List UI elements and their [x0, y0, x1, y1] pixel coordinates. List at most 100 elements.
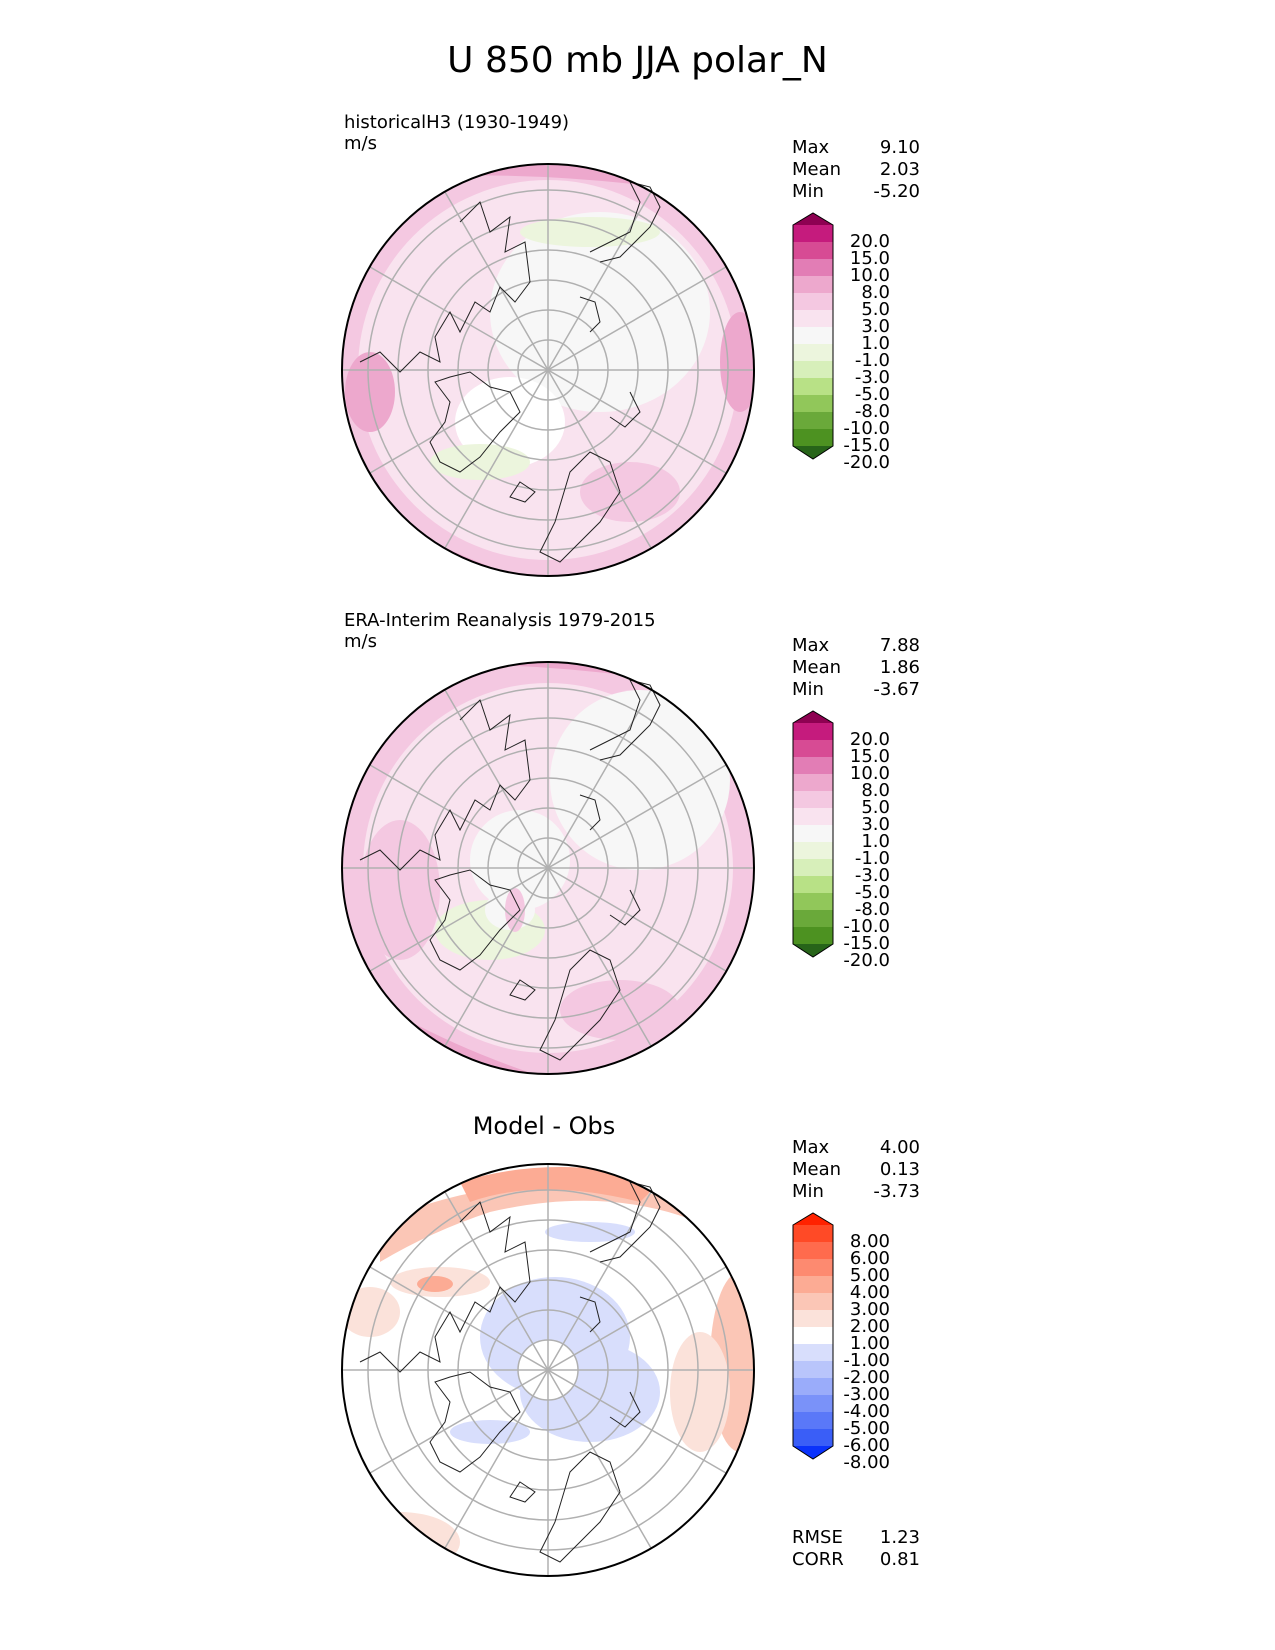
- panel-difference: Model - Obs: [340, 1112, 940, 1582]
- colorbar-tick-label: 15.0: [849, 746, 890, 767]
- colorbar-extend-max: [793, 1213, 833, 1225]
- colorbar-tick-label: 20.0: [849, 231, 890, 252]
- colorbar-tick-label: -2.00: [843, 1367, 890, 1388]
- colorbar-swatch: [793, 361, 833, 379]
- colorbar-extend-min: [793, 446, 833, 459]
- colorbar-extend-min: [793, 1446, 833, 1459]
- colorbar-tick-label: 3.0: [861, 814, 890, 835]
- colorbar-swatch: [793, 242, 833, 260]
- metric-rmse: RMSE 1.23: [792, 1527, 920, 1548]
- colorbar-swatch: [793, 910, 833, 928]
- colorbar-tick-label: -5.0: [854, 384, 890, 405]
- stat-min: Min -5.20: [792, 181, 920, 202]
- colorbar-tick-label: -4.00: [843, 1401, 890, 1422]
- figure-title: U 850 mb JJA polar_N: [447, 40, 828, 81]
- panel-label: ERA-Interim Reanalysis 1979-2015 m/s: [344, 610, 656, 652]
- colorbar-tick-label: -5.00: [843, 1418, 890, 1439]
- colorbar-tick-label: 3.0: [861, 316, 890, 337]
- colorbar-tick-label: 20.0: [849, 729, 890, 750]
- colorbar-tick-label: -20.0: [843, 452, 890, 473]
- colorbar: 8.00 6.00 5.00 4.00 3.00 2.00 1.00 -1.00 -2.00 -3…: [792, 1212, 952, 1517]
- colorbar-swatch: [793, 808, 833, 826]
- colorbar-tick-label: -8.0: [854, 401, 890, 422]
- colorbar-swatches: [792, 1212, 834, 1460]
- colorbar-tick-label: -20.0: [843, 950, 890, 971]
- colorbar-tick-label: 2.00: [849, 1316, 890, 1337]
- colorbar-swatch: [793, 1327, 833, 1345]
- colorbar-swatch: [793, 378, 833, 396]
- colorbar-tick-label: 1.0: [861, 831, 890, 852]
- colorbar-tick-label: -1.0: [854, 350, 890, 371]
- colorbar-swatch: [793, 1361, 833, 1379]
- colorbar-tick-label: 8.0: [861, 780, 890, 801]
- metrics-box: RMSE 1.23 CORR 0.81: [792, 1527, 920, 1571]
- colorbar-tick-label: -3.0: [854, 367, 890, 388]
- colorbar-swatch: [793, 1395, 833, 1413]
- colorbar-swatch: [793, 259, 833, 277]
- colorbar-swatch: [793, 1225, 833, 1243]
- colorbar-swatch: [793, 1344, 833, 1362]
- colorbar-tick-label: 8.0: [861, 282, 890, 303]
- colorbar-swatch: [793, 412, 833, 430]
- stats-box: Max 9.10 Mean 2.03 Min -5.20: [792, 137, 920, 203]
- colorbar-tick-label: -10.0: [843, 916, 890, 937]
- colorbar-swatch: [793, 774, 833, 792]
- colorbar-tick-label: 5.00: [849, 1265, 890, 1286]
- colorbar: 20.0 15.0 10.0 8.0 5.0 3.0 1.0 -1.0 -3.0 -5.0 -8.0…: [792, 710, 952, 1015]
- panel-center-title: Model - Obs: [472, 1112, 616, 1140]
- stats-box: Max 7.88 Mean 1.86 Min -3.67: [792, 635, 920, 701]
- colorbar-tick-label: 10.0: [849, 265, 890, 286]
- colorbar-extend-min: [793, 944, 833, 957]
- colorbar-tick-label: -15.0: [843, 933, 890, 954]
- colorbar-swatch: [793, 1259, 833, 1277]
- colorbar-swatch: [793, 859, 833, 877]
- colorbar-swatch: [793, 1429, 833, 1447]
- colorbar-swatch: [793, 1310, 833, 1328]
- colorbar-tick-label: 5.0: [861, 299, 890, 320]
- panel-label-line1: ERA-Interim Reanalysis 1979-2015: [344, 610, 656, 631]
- colorbar-swatches: [792, 212, 834, 460]
- colorbar-extend-max: [793, 213, 833, 225]
- stat-mean: Mean 0.13: [792, 1159, 920, 1180]
- colorbar-tick-label: -8.0: [854, 899, 890, 920]
- colorbar-swatch: [793, 225, 833, 243]
- stat-mean: Mean 1.86: [792, 657, 920, 678]
- colorbar-tick-label: 4.00: [849, 1282, 890, 1303]
- colorbar-swatch: [793, 927, 833, 945]
- colorbar-tick-label: 8.00: [849, 1231, 890, 1252]
- colorbar-outline: [792, 212, 834, 460]
- polar-map: [341, 1163, 755, 1577]
- colorbar-swatch: [793, 344, 833, 362]
- colorbar-swatch: [793, 395, 833, 413]
- metric-corr: CORR 0.81: [792, 1549, 920, 1570]
- colorbar-tick-label: -3.0: [854, 865, 890, 886]
- colorbar-swatch: [793, 310, 833, 328]
- colorbar-tick-label: -10.0: [843, 418, 890, 439]
- panel-label-line1: historicalH3 (1930-1949): [344, 112, 570, 133]
- colorbar-extend-max: [793, 711, 833, 723]
- colorbar-swatch: [793, 791, 833, 809]
- colorbar-outline: [792, 1212, 834, 1460]
- stat-max: Max 9.10: [792, 137, 920, 158]
- colorbar-swatch: [793, 723, 833, 741]
- colorbar-swatch: [793, 842, 833, 860]
- colorbar-swatches: [792, 710, 834, 958]
- colorbar-tick-label: 1.0: [861, 333, 890, 354]
- colorbar-tick-label: 15.0: [849, 248, 890, 269]
- colorbar-tick-label: -1.00: [843, 1350, 890, 1371]
- colorbar-swatch: [793, 327, 833, 345]
- colorbar-swatch: [793, 1242, 833, 1260]
- colorbar-swatch: [793, 757, 833, 775]
- colorbar-tick-label: -5.0: [854, 882, 890, 903]
- panel-model: historicalH3 (1930-1949) m/s: [340, 112, 940, 582]
- colorbar-swatch: [793, 1378, 833, 1396]
- colorbar-tick-label: 1.00: [849, 1333, 890, 1354]
- colorbar-swatch: [793, 876, 833, 894]
- colorbar-tick-label: 5.0: [861, 797, 890, 818]
- colorbar-tick-label: -1.0: [854, 848, 890, 869]
- panel-label-units: m/s: [344, 631, 377, 652]
- stat-max: Max 7.88: [792, 635, 920, 656]
- colorbar-swatch: [793, 1293, 833, 1311]
- colorbar-tick-label: 3.00: [849, 1299, 890, 1320]
- colorbar-swatch: [793, 1276, 833, 1294]
